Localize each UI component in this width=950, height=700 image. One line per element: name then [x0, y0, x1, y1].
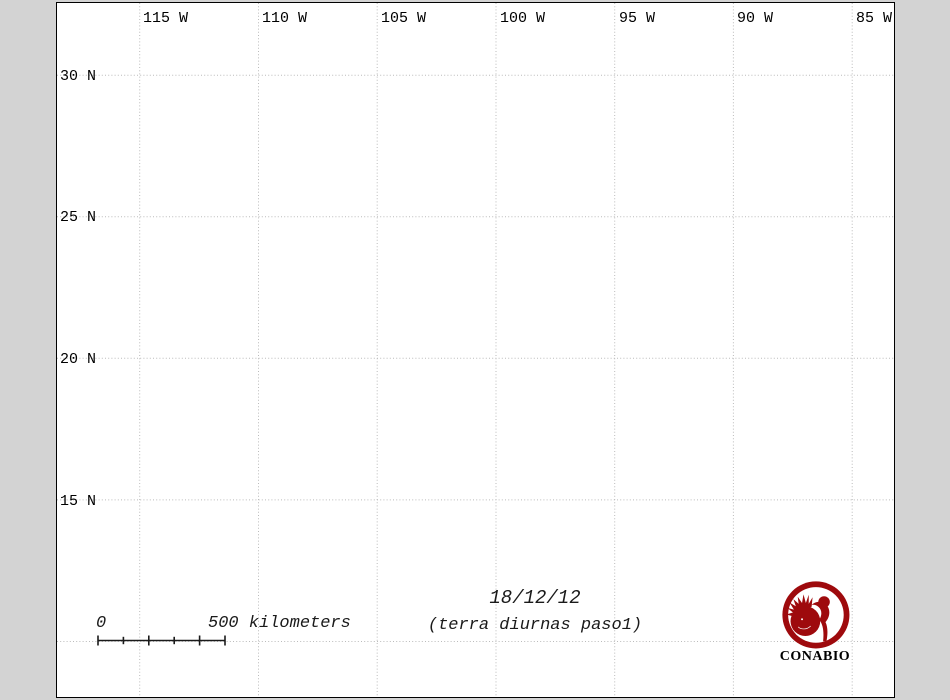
- svg-text:115 W: 115 W: [143, 10, 188, 27]
- svg-text:15 N: 15 N: [60, 493, 96, 510]
- svg-text:30 N: 30 N: [60, 68, 96, 85]
- svg-text:85 W: 85 W: [856, 10, 892, 27]
- svg-text:25 N: 25 N: [60, 209, 96, 226]
- svg-text:100 W: 100 W: [500, 10, 545, 27]
- svg-text:20 N: 20 N: [60, 351, 96, 368]
- svg-text:CONABIO: CONABIO: [780, 649, 850, 664]
- svg-text:90 W: 90 W: [737, 10, 773, 27]
- svg-text:110 W: 110 W: [262, 10, 307, 27]
- svg-text:95 W: 95 W: [619, 10, 655, 27]
- svg-text:500 kilometers: 500 kilometers: [208, 614, 351, 633]
- svg-text:18/12/12: 18/12/12: [489, 587, 580, 609]
- svg-text:(terra diurnas paso1): (terra diurnas paso1): [428, 616, 642, 635]
- svg-text:0: 0: [96, 614, 106, 633]
- svg-text:105 W: 105 W: [381, 10, 426, 27]
